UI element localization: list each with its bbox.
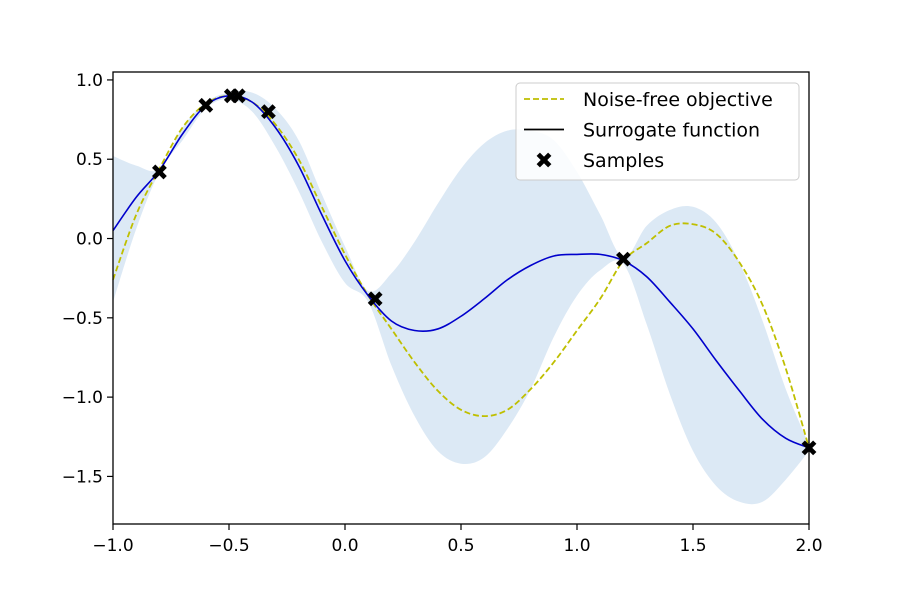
y-tick-label: −1.0 <box>62 388 103 408</box>
y-tick-label: 1.0 <box>76 71 103 91</box>
legend-marker-swatch <box>536 152 552 168</box>
y-tick-label: 0.0 <box>76 230 103 250</box>
y-tick-label: −1.5 <box>62 467 103 487</box>
x-tick-label: −1.0 <box>92 536 133 556</box>
sample-marker <box>198 97 214 113</box>
y-tick-label: −0.5 <box>62 309 103 329</box>
sample-marker <box>367 291 383 307</box>
sample-marker <box>261 104 276 120</box>
confidence-band-layer <box>113 91 809 505</box>
legend-label: Noise-free objective <box>583 89 773 111</box>
x-tick-label: 1.0 <box>563 536 590 556</box>
x-tick-label: 2.0 <box>795 536 822 556</box>
confidence-band <box>113 91 809 505</box>
sample-marker <box>230 88 246 104</box>
legend-surrogate: Surrogate function <box>524 120 760 142</box>
samples-layer <box>152 88 817 456</box>
axis-layer: −1.0 −0.5 0.0 0.5 1.0 1.5 2.0 1.0 0.5 0.0 −0.5 −1.0… <box>62 71 823 556</box>
legend-box <box>515 82 800 181</box>
legend-samples: Samples <box>536 150 664 172</box>
legend-label: Surrogate function <box>583 120 760 142</box>
sample-marker <box>152 164 167 180</box>
legend-label: Samples <box>583 150 664 172</box>
x-tick-label: 0.0 <box>331 536 358 556</box>
x-tick-label: −0.5 <box>208 536 249 556</box>
legend: Noise-free objective Surrogate function Sa… <box>515 82 800 181</box>
x-tick-label: 1.5 <box>679 536 706 556</box>
legend-objective: Noise-free objective <box>524 89 773 111</box>
x-tick-label: 0.5 <box>447 536 474 556</box>
sample-marker <box>616 251 631 267</box>
y-tick-label: 0.5 <box>76 150 103 170</box>
